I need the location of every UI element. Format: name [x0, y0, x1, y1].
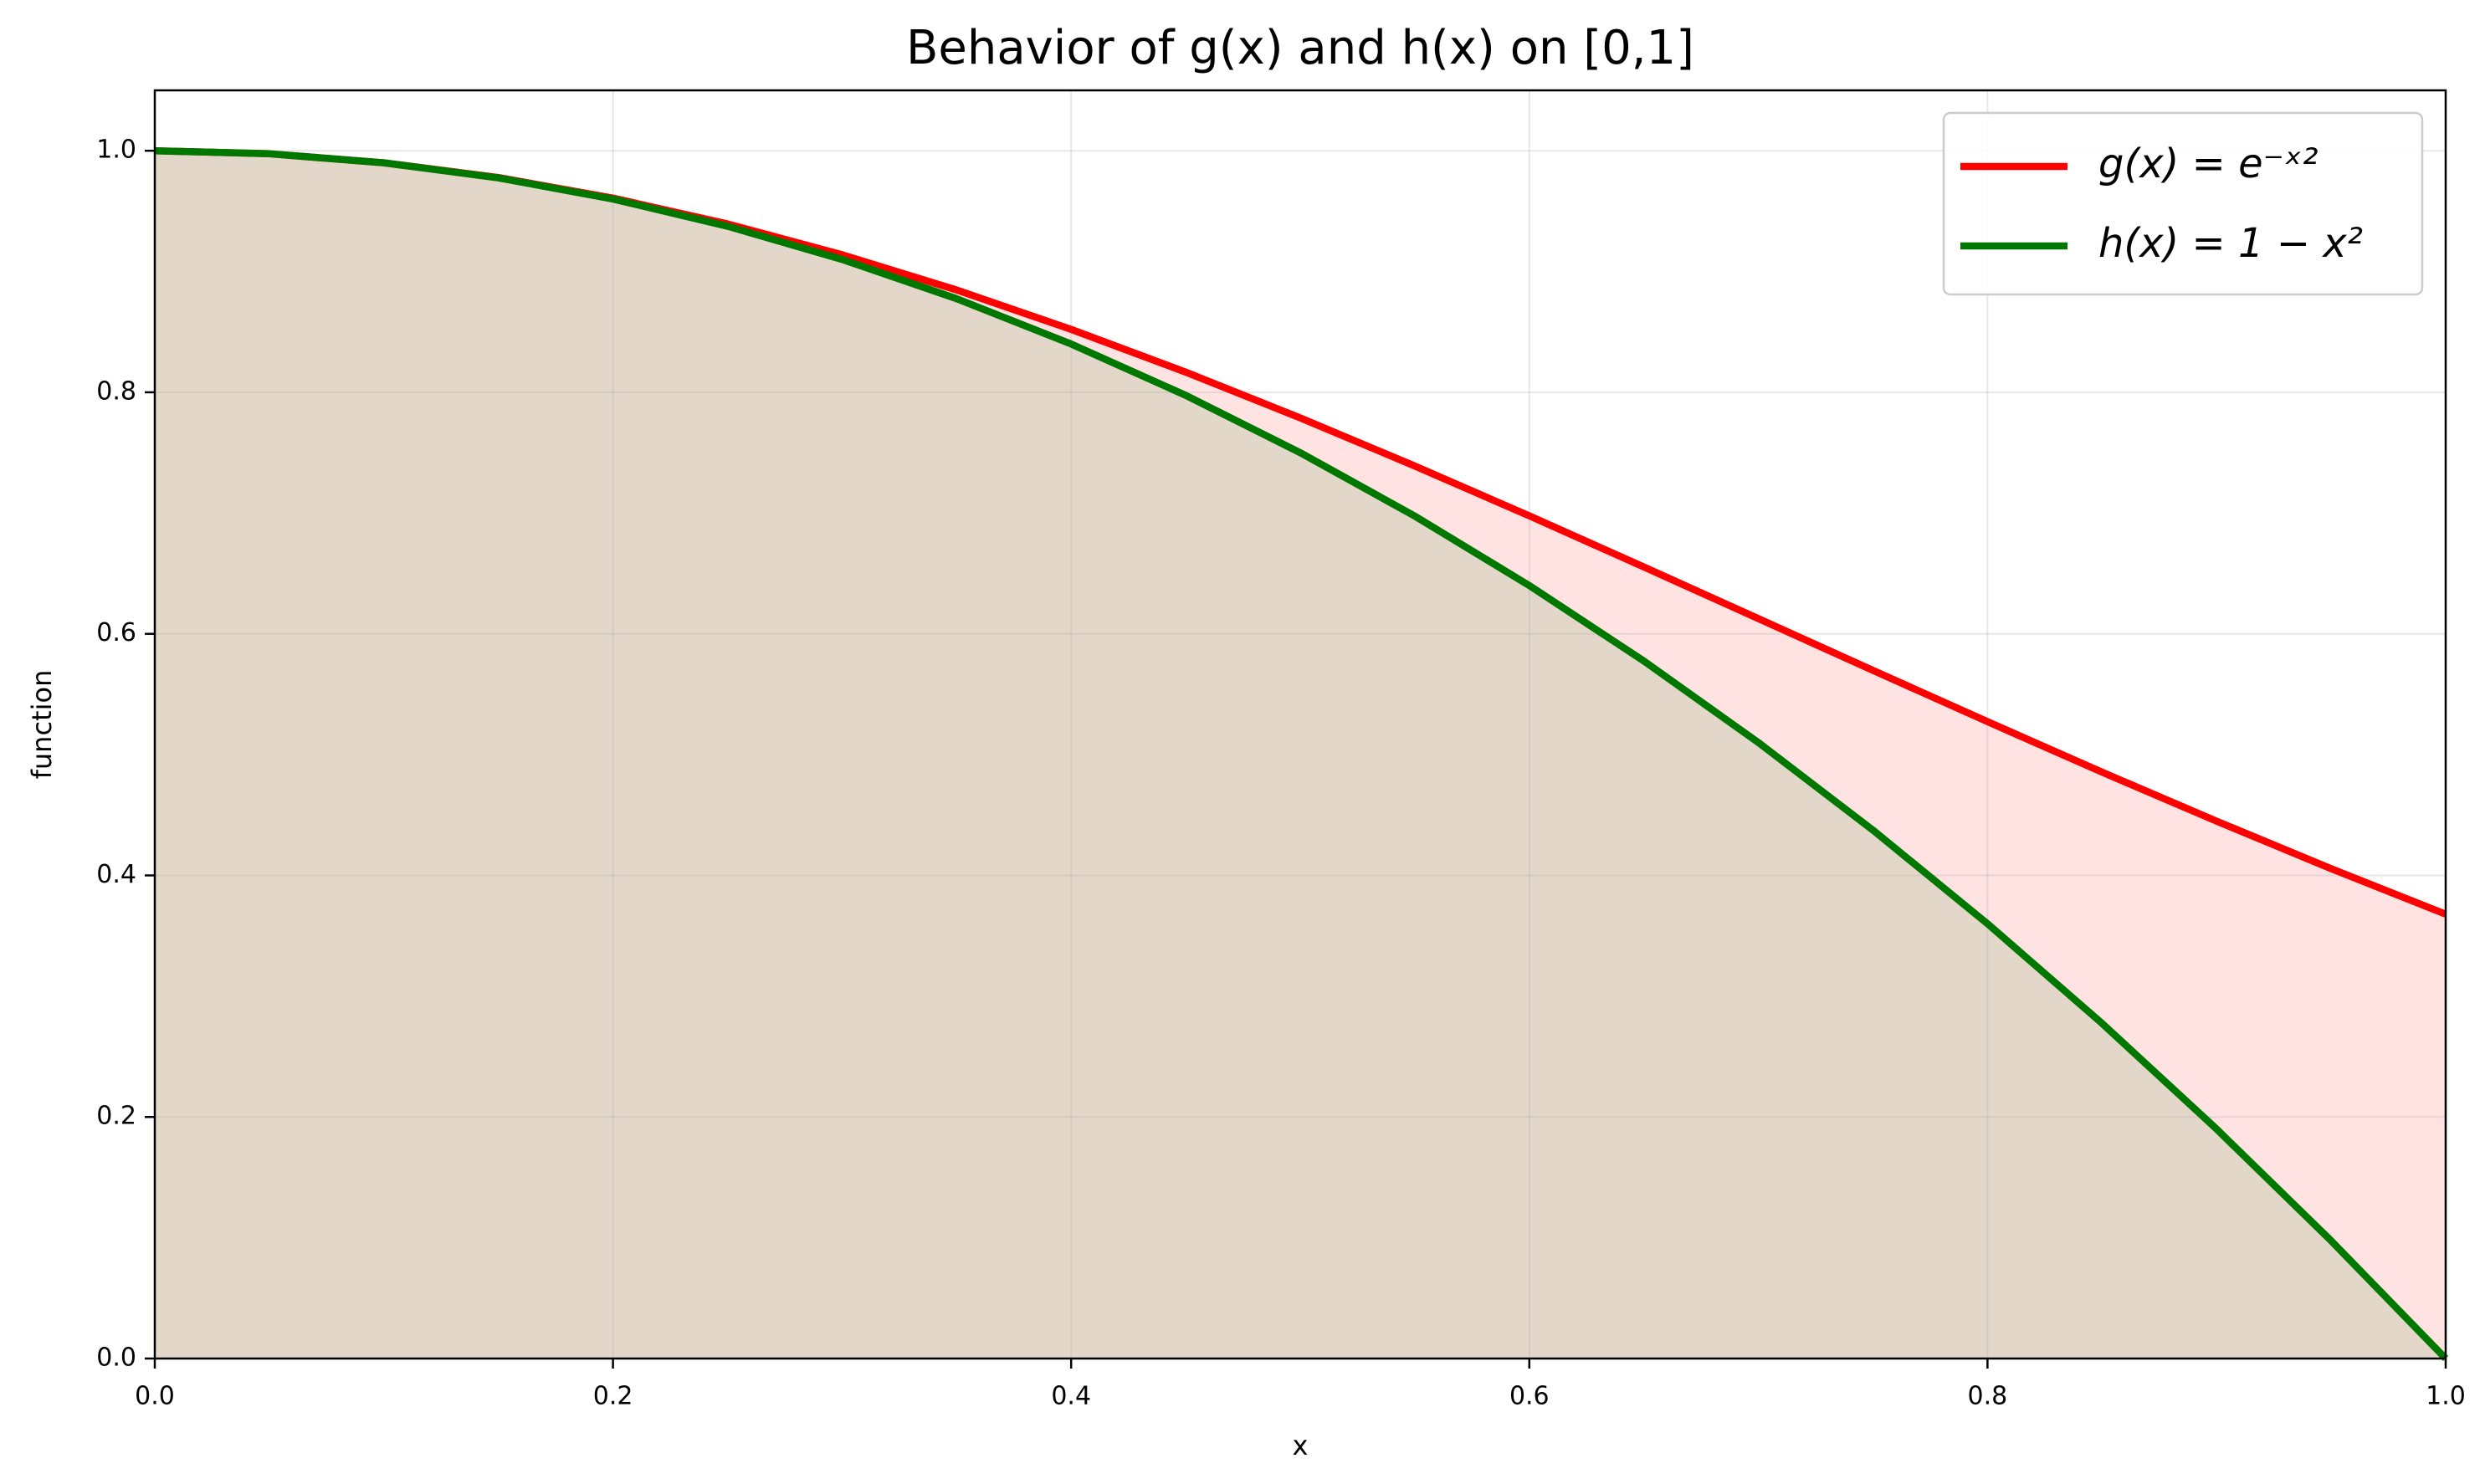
legend-label: g(x) = e⁻ˣ²: [2098, 141, 2318, 187]
line: [154, 146, 2449, 1361]
y-tick-label: 1.0: [96, 136, 136, 165]
x-tick-label: 0.4: [1051, 1382, 1091, 1411]
x-tick-label: 0.6: [1509, 1382, 1550, 1411]
x-axis-label: x: [1293, 1430, 1309, 1461]
plot-frame: [153, 89, 2447, 1360]
y-tick-label: 0.0: [96, 1343, 136, 1373]
area-fill: [155, 151, 2446, 1359]
x-tick-label: 0.2: [593, 1382, 633, 1411]
y-tick-label: 0.8: [96, 376, 136, 406]
y-tick-label: 0.4: [96, 860, 136, 889]
y-axis-label: function: [26, 670, 58, 780]
area-fill: [155, 151, 2446, 1359]
legend: g(x) = e⁻ˣ² h(x) = 1 − x²: [1942, 111, 2424, 296]
y-tick-label: 0.6: [96, 618, 136, 647]
x-tick-label: 0.8: [1968, 1382, 2008, 1411]
chart-title: Behavior of g(x) and h(x) on [0,1]: [906, 21, 1694, 75]
legend-label: h(x) = 1 − x²: [2098, 220, 2363, 267]
x-tick-label: 0.0: [135, 1382, 175, 1411]
x-tick-label: 1.0: [2426, 1382, 2466, 1411]
y-tick-label: 0.2: [96, 1102, 136, 1131]
